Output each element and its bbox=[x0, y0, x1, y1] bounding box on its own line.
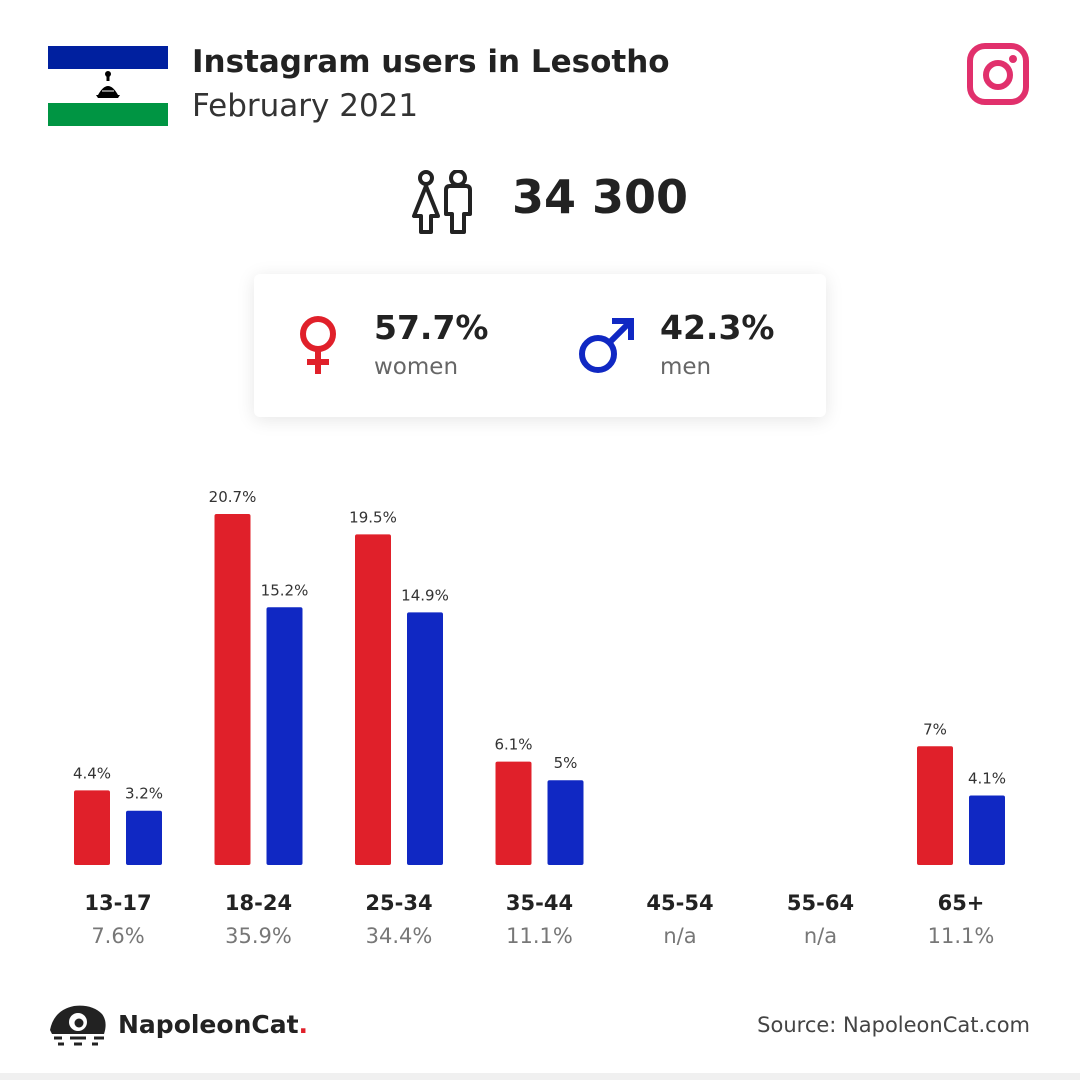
data-label: 3.2% bbox=[125, 785, 163, 803]
male-symbol-icon bbox=[579, 318, 634, 373]
bar bbox=[495, 761, 532, 865]
category-label: 25-34 bbox=[365, 891, 432, 915]
category-total: 35.9% bbox=[225, 924, 292, 948]
page-title: Instagram users in Lesotho bbox=[192, 44, 670, 80]
category-label: 13-17 bbox=[84, 891, 151, 915]
women-percent: 57.7% bbox=[374, 308, 489, 347]
brand-name: NapoleonCat. bbox=[118, 1010, 309, 1039]
category-total: 11.1% bbox=[506, 924, 573, 948]
bar bbox=[969, 795, 1005, 865]
bar bbox=[126, 810, 162, 865]
bar bbox=[917, 746, 953, 865]
data-label: 15.2% bbox=[261, 581, 309, 599]
people-icon bbox=[412, 170, 472, 234]
data-label: 20.7% bbox=[209, 488, 257, 506]
lesotho-flag-icon bbox=[48, 46, 168, 126]
category-total: n/a bbox=[804, 924, 837, 948]
bottom-strip bbox=[0, 1073, 1080, 1080]
page-subtitle: February 2021 bbox=[192, 88, 419, 124]
female-symbol-icon bbox=[300, 316, 336, 374]
total-users: 34 300 bbox=[512, 170, 689, 224]
data-label: 4.4% bbox=[73, 764, 111, 782]
category-label: 65+ bbox=[938, 891, 985, 915]
men-percent: 42.3% bbox=[660, 308, 775, 347]
data-label: 14.9% bbox=[401, 586, 449, 604]
bar bbox=[74, 790, 110, 865]
data-label: 6.1% bbox=[494, 736, 532, 754]
category-label: 45-54 bbox=[646, 891, 713, 915]
age-gender-bar-chart: 4.4% 3.2% 13-17 7.6% 20.7% 15.2% 18-24 35.9% 19.… bbox=[73, 488, 1006, 948]
napoleoncat-logo-icon bbox=[50, 1005, 106, 1046]
bar bbox=[547, 780, 584, 865]
bar bbox=[266, 607, 303, 865]
category-label: 55-64 bbox=[787, 891, 854, 915]
data-label: 7% bbox=[923, 720, 947, 738]
men-label: men bbox=[660, 354, 712, 380]
data-label: 4.1% bbox=[968, 769, 1006, 787]
source-note: Source: NapoleonCat.com bbox=[757, 1013, 1030, 1037]
instagram-icon bbox=[967, 43, 1029, 105]
category-label: 35-44 bbox=[506, 891, 573, 915]
category-total: 11.1% bbox=[928, 924, 995, 948]
bar bbox=[407, 612, 443, 865]
category-total: 7.6% bbox=[91, 924, 144, 948]
category-label: 18-24 bbox=[225, 891, 292, 915]
women-label: women bbox=[374, 354, 459, 380]
bar bbox=[214, 514, 251, 865]
data-label: 5% bbox=[554, 754, 578, 772]
bar bbox=[355, 534, 391, 865]
gender-card: 57.7% women 42.3% men bbox=[254, 274, 826, 417]
category-total: 34.4% bbox=[366, 924, 433, 948]
category-total: n/a bbox=[663, 924, 696, 948]
data-label: 19.5% bbox=[349, 508, 397, 526]
